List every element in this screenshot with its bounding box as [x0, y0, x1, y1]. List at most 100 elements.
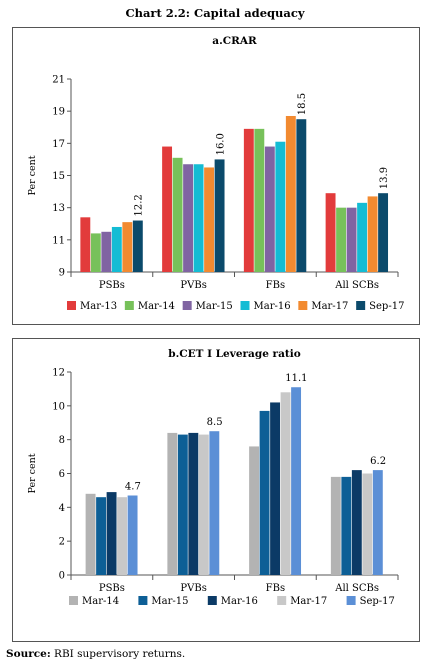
- bar-fbs-mar-17: [285, 115, 296, 272]
- y-tick-label: 4: [59, 503, 65, 514]
- bar-pvbs-mar-16: [193, 164, 204, 272]
- source-text: RBI supervisory returns.: [54, 648, 186, 660]
- bar-psbs-mar-16: [106, 492, 117, 575]
- data-label: 12.2: [134, 194, 145, 216]
- legend-label: Mar-16: [254, 301, 291, 312]
- legend-swatch: [240, 301, 250, 310]
- bar-psbs-mar-17: [122, 222, 133, 272]
- bar-all-scbs-mar-15: [346, 207, 357, 272]
- bar-all-scbs-mar-15: [341, 476, 352, 575]
- legend-swatch: [207, 596, 217, 605]
- bar-fbs-mar-17: [280, 392, 291, 575]
- chart-title: b.CET I Leverage ratio: [168, 348, 300, 360]
- legend-swatch: [124, 301, 134, 310]
- legend-swatch: [346, 596, 356, 605]
- bar-psbs-sep-17: [127, 495, 138, 575]
- bar-pvbs-mar-16: [188, 432, 199, 575]
- crar-chart: a.CRAR Per cent 9 11 13 15 17 19 21 PSBs 12.2 PVBs 1…: [27, 35, 404, 312]
- bar-pvbs-sep-17: [209, 431, 220, 575]
- bar-fbs-sep-17: [291, 387, 302, 575]
- bar-pvbs-mar-17: [198, 434, 209, 575]
- bar-pvbs-mar-15: [177, 434, 188, 575]
- bar-fbs-mar-14: [249, 446, 260, 575]
- x-tick-label: FBs: [266, 280, 285, 291]
- bar-psbs-mar-15: [96, 497, 107, 575]
- source-label: Source:: [6, 648, 51, 660]
- bar-all-scbs-mar-13: [325, 193, 336, 272]
- y-tick-label: 0: [59, 571, 65, 582]
- bar-fbs-mar-15: [259, 410, 270, 575]
- bar-fbs-mar-14: [254, 128, 265, 272]
- legend-label: Sep-17: [360, 596, 395, 607]
- legend-label: Sep-17: [369, 301, 404, 312]
- bar-pvbs-mar-17: [204, 167, 215, 272]
- y-tick-label: 2: [59, 537, 65, 548]
- x-tick-label: All SCBs: [334, 280, 379, 291]
- bar-all-scbs-sep-17: [378, 193, 389, 272]
- legend-swatch: [69, 596, 78, 605]
- legend-label: Mar-17: [311, 301, 348, 312]
- chart-panel-crar: a.CRAR Per cent 9 11 13 15 17 19 21 PSBs 12.2 PVBs 1…: [12, 27, 420, 325]
- x-tick-label: All SCBs: [334, 583, 379, 594]
- data-label: 4.7: [125, 481, 141, 492]
- legend-label: Mar-17: [290, 596, 327, 607]
- bar-psbs-mar-14: [90, 233, 101, 272]
- legend-label: Mar-14: [82, 596, 119, 607]
- bar-psbs-mar-14: [85, 493, 96, 575]
- x-tick-label: PVBs: [180, 583, 206, 594]
- bar-pvbs-mar-15: [183, 164, 194, 272]
- legend-swatch: [356, 301, 366, 310]
- bar-pvbs-mar-14: [172, 157, 183, 272]
- y-tick-label: 15: [52, 171, 65, 182]
- legend-swatch: [298, 301, 308, 310]
- data-label: 6.2: [370, 456, 386, 467]
- data-label: 13.9: [379, 167, 390, 189]
- x-tick-label: PSBs: [99, 583, 125, 594]
- bar-all-scbs-sep-17: [372, 470, 383, 575]
- y-tick-label: 11: [52, 235, 65, 246]
- bar-all-scbs-mar-17: [362, 473, 373, 575]
- legend-label: Mar-16: [221, 596, 258, 607]
- y-tick-label: 9: [59, 268, 65, 279]
- bar-all-scbs-mar-16: [357, 202, 368, 272]
- x-tick-label: PSBs: [99, 280, 125, 291]
- bar-fbs-sep-17: [296, 119, 307, 272]
- bar-all-scbs-mar-14: [330, 476, 341, 575]
- bar-psbs-mar-15: [101, 231, 112, 272]
- y-tick-label: 21: [52, 75, 65, 86]
- bar-psbs-mar-13: [80, 217, 91, 272]
- data-label: 18.5: [297, 93, 308, 115]
- bar-psbs-sep-17: [132, 220, 143, 272]
- chart-panel-leverage: b.CET I Leverage ratio Per cent 0 2 4 6 8 10 12 P…: [12, 338, 420, 642]
- legend-swatch: [277, 596, 287, 605]
- y-axis-label: Per cent: [27, 453, 38, 493]
- bar-fbs-mar-13: [243, 128, 254, 272]
- bar-pvbs-mar-14: [167, 432, 178, 575]
- y-axis-label: Per cent: [27, 155, 38, 195]
- legend-label: Mar-13: [80, 301, 117, 312]
- bar-pvbs-sep-17: [214, 159, 225, 272]
- y-tick-label: 17: [52, 139, 65, 150]
- data-label: 8.5: [207, 417, 223, 428]
- x-tick-label: FBs: [266, 583, 285, 594]
- chart-title: a.CRAR: [212, 35, 257, 47]
- bar-all-scbs-mar-14: [336, 207, 347, 272]
- legend-swatch: [67, 301, 76, 310]
- data-label: 11.1: [285, 373, 307, 384]
- legend-swatch: [182, 301, 192, 310]
- y-tick-label: 10: [52, 401, 65, 412]
- bar-all-scbs-mar-17: [367, 196, 378, 272]
- bar-psbs-mar-16: [111, 226, 122, 272]
- data-label: 16.0: [215, 133, 226, 155]
- bar-psbs-mar-17: [117, 497, 128, 575]
- bar-all-scbs-mar-16: [351, 470, 362, 575]
- bar-fbs-mar-16: [275, 141, 286, 272]
- y-tick-label: 6: [59, 469, 65, 480]
- y-tick-label: 8: [59, 435, 65, 446]
- page-title: Chart 2.2: Capital adequacy: [125, 6, 305, 20]
- legend-label: Mar-14: [138, 301, 175, 312]
- legend-label: Mar-15: [196, 301, 233, 312]
- x-tick-label: PVBs: [180, 280, 206, 291]
- y-tick-label: 12: [52, 368, 65, 379]
- y-tick-label: 19: [52, 107, 65, 118]
